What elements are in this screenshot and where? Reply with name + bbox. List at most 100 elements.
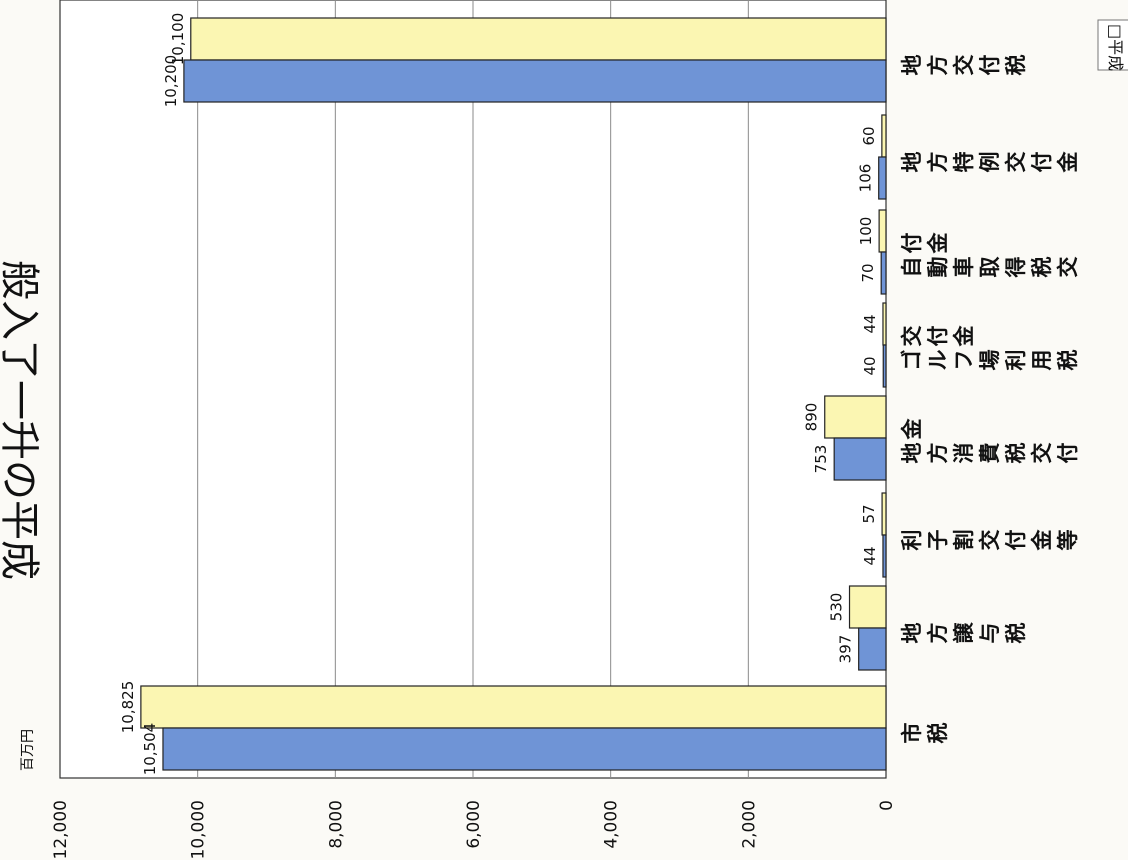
axis-tick-label: 0 (877, 800, 897, 811)
svg-text:交: 交 (1004, 152, 1028, 173)
svg-text:子: 子 (926, 530, 950, 551)
svg-text:付: 付 (1030, 152, 1054, 173)
axis-tick-label: 6,000 (464, 800, 484, 849)
svg-text:交: 交 (952, 55, 976, 76)
svg-text:地: 地 (900, 443, 924, 464)
svg-text:方: 方 (926, 443, 950, 464)
axis-tick-label: 2,000 (739, 800, 759, 849)
svg-text:税: 税 (1056, 350, 1080, 371)
svg-text:等: 等 (1056, 530, 1080, 551)
category-label: ゴルフ場利用税 交付金 (900, 325, 1080, 371)
data-label: 100 (857, 217, 875, 246)
svg-text:利: 利 (1004, 350, 1028, 371)
svg-text:付: 付 (978, 55, 1002, 76)
svg-text:与: 与 (978, 623, 1002, 644)
data-label: 10,825 (119, 681, 137, 734)
data-label: 70 (859, 263, 877, 282)
svg-text:得: 得 (1004, 257, 1028, 279)
svg-text:地: 地 (900, 55, 924, 76)
svg-text:税: 税 (1030, 257, 1054, 278)
bar-series-2 (190, 17, 887, 61)
bar-series-1 (882, 534, 887, 578)
svg-text:税: 税 (1004, 623, 1028, 644)
category-label: 自動車取得税交 付金 (900, 232, 1080, 279)
bar-series-1 (183, 59, 887, 103)
bar-series-1 (858, 627, 887, 671)
svg-text:地: 地 (900, 152, 924, 173)
svg-text:金: 金 (926, 232, 950, 255)
bar-series-1 (882, 344, 887, 388)
category-labels: 市税地方譲与税利子割交付金等地方消費税交付金ゴルフ場利用税交付金自動車取得税交付… (900, 55, 1080, 744)
data-label: 44 (861, 546, 879, 565)
svg-text:市: 市 (900, 723, 924, 744)
svg-text:税: 税 (926, 723, 950, 744)
svg-text:地: 地 (900, 623, 924, 644)
svg-text:消: 消 (952, 443, 976, 464)
category-label: 利子割交付金等 (900, 529, 1080, 552)
bar-series-1 (833, 437, 887, 481)
svg-text:金: 金 (952, 325, 976, 348)
bar-series-1 (162, 727, 887, 771)
svg-text:割: 割 (952, 530, 976, 551)
svg-text:付: 付 (926, 326, 950, 347)
axis-ticks: 0 2,000 4,000 6,000 8,000 10,000 12,000 (51, 800, 897, 859)
data-label: 60 (860, 126, 878, 145)
svg-text:金: 金 (1030, 529, 1054, 552)
data-label: 40 (861, 356, 879, 375)
svg-text:税: 税 (1004, 55, 1028, 76)
svg-text:車: 車 (952, 257, 976, 278)
bar-series-2 (881, 114, 887, 158)
bar-series-2 (878, 209, 887, 253)
bar-series-2 (881, 492, 887, 536)
svg-text:金: 金 (1056, 151, 1080, 174)
svg-text:付: 付 (900, 233, 924, 254)
svg-text:付: 付 (1004, 530, 1028, 551)
data-label: 753 (812, 445, 830, 474)
bar-series-1 (878, 156, 887, 200)
bar-series-2 (824, 395, 887, 439)
svg-text:方: 方 (926, 152, 950, 173)
category-label: 地方譲与税 (900, 622, 1028, 644)
svg-text:費: 費 (978, 443, 1002, 464)
bar-series-2 (140, 685, 887, 729)
data-label: 10,504 (141, 723, 159, 776)
category-label: 地方消費税交付 金 (900, 418, 1080, 464)
svg-text:フ: フ (952, 350, 976, 371)
data-label: 57 (860, 504, 878, 523)
svg-text:方: 方 (926, 55, 950, 76)
category-label: 市税 (900, 723, 950, 744)
bar-series-2 (848, 585, 887, 629)
svg-text:交: 交 (1056, 257, 1080, 278)
svg-text:税: 税 (1004, 443, 1028, 464)
svg-text:取: 取 (978, 257, 1002, 278)
svg-text:方: 方 (926, 623, 950, 644)
svg-text:利: 利 (900, 530, 924, 551)
bar-series-2 (882, 302, 887, 346)
svg-text:譲: 譲 (952, 622, 976, 644)
legend-label: □平成 (1106, 24, 1125, 71)
chart-title: 般入了一升の平成 (0, 260, 42, 580)
axis-tick-label: 8,000 (326, 800, 346, 849)
svg-text:例: 例 (978, 152, 1002, 173)
svg-text:特: 特 (952, 152, 976, 173)
svg-text:交: 交 (1030, 443, 1054, 464)
category-label: 地方交付税 (900, 55, 1028, 76)
svg-text:交: 交 (900, 326, 924, 347)
axis-tick-label: 4,000 (602, 800, 622, 849)
data-label: 44 (861, 314, 879, 333)
svg-text:自: 自 (900, 257, 924, 278)
svg-text:金: 金 (900, 418, 924, 441)
bar-series-1 (880, 251, 887, 295)
data-label: 10,100 (169, 13, 187, 66)
category-label: 地方特例交付金 (900, 151, 1080, 174)
svg-text:ル: ル (926, 350, 950, 371)
legend: □平成 (1097, 19, 1128, 71)
svg-text:場: 場 (978, 350, 1002, 371)
svg-text:動: 動 (926, 257, 950, 278)
axis-tick-label: 12,000 (51, 800, 71, 859)
data-label: 890 (803, 403, 821, 432)
data-label: 397 (837, 635, 855, 664)
svg-text:付: 付 (1056, 443, 1080, 464)
svg-text:ゴ: ゴ (900, 350, 924, 371)
